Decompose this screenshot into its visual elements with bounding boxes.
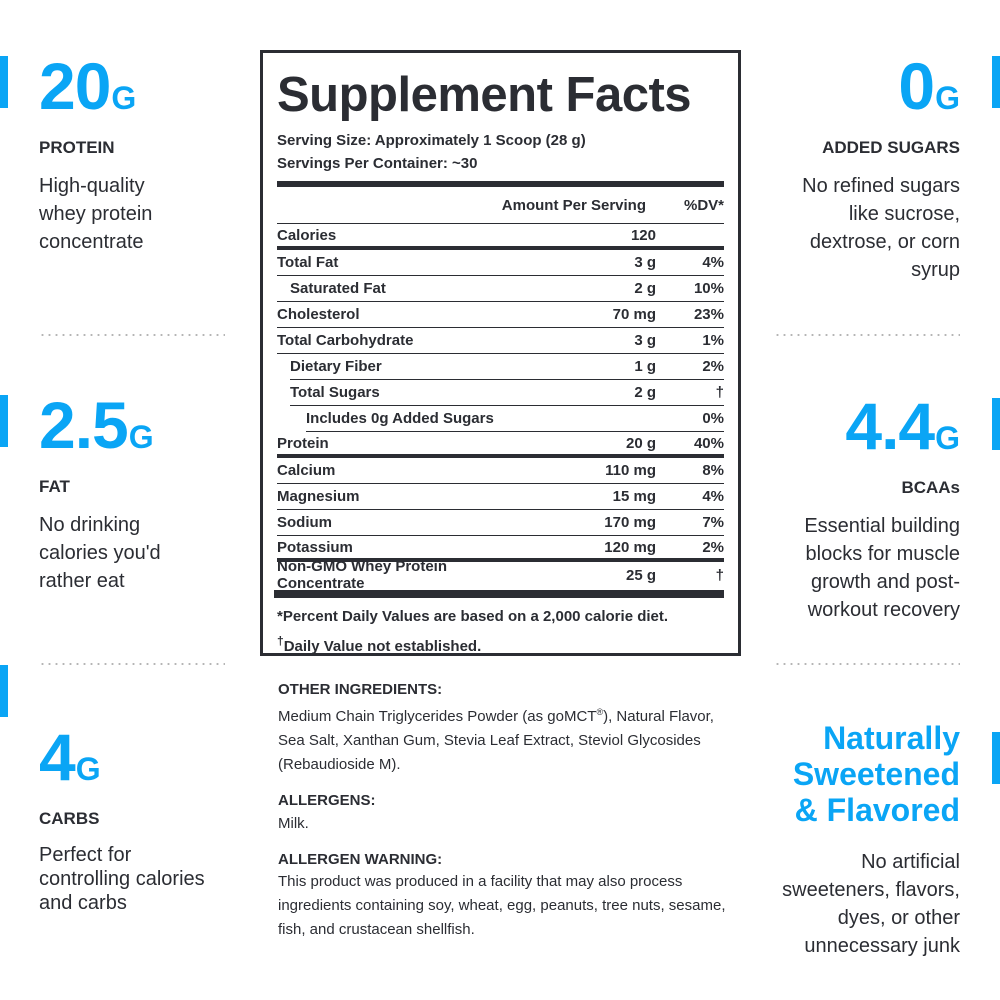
fat-desc: No drinking calories you'd rather eat — [39, 514, 161, 592]
bcaas-value: 4.4G — [845, 389, 960, 463]
other-ingredients: OTHER INGREDIENTS: Medium Chain Triglyce… — [278, 680, 728, 777]
table-row: Cholesterol 70 mg 23% — [277, 302, 724, 328]
dotted-divider — [774, 663, 960, 665]
table-row: Saturated Fat 2 g 10% — [277, 276, 724, 302]
bcaas-label: BCAAs — [901, 478, 960, 497]
feature-bcaas: 4.4G BCAAs Essential building blocks for … — [760, 389, 960, 624]
allergen-warning: ALLERGEN WARNING: This product was produ… — [278, 850, 728, 942]
facts-title: Supplement Facts — [277, 68, 692, 122]
dv-header: %DV* — [683, 196, 724, 214]
table-row: Total Sugars 2 g † — [290, 380, 724, 406]
allergens-text: Milk. — [278, 815, 309, 832]
allergen-warning-title: ALLERGEN WARNING: — [278, 851, 443, 868]
added-sugars-desc: No refined sugars like sucrose, dextrose, … — [802, 175, 960, 281]
table-row: Sodium 170 mg 7% — [277, 510, 724, 536]
facts-footnotes: *Percent Daily Values are based on a 2,0… — [277, 604, 724, 659]
allergen-warning-text: This product was produced in a facility … — [278, 873, 726, 938]
dotted-divider — [774, 334, 960, 336]
added-sugars-label: ADDED SUGARS — [822, 138, 960, 157]
carbs-value: 4G — [39, 720, 101, 794]
table-row: Dietary Fiber 1 g 2% — [290, 354, 724, 380]
protein-label: PROTEIN — [39, 138, 115, 157]
accent-bar-right-3 — [992, 732, 1000, 784]
feature-naturally-sweetened: Naturally Sweetened & Flavored No artifici… — [730, 720, 960, 960]
naturally-sweetened-headline: Naturally Sweetened & Flavored — [792, 720, 960, 828]
accent-bar-left-3 — [0, 665, 8, 717]
fat-label: FAT — [39, 477, 70, 496]
table-row: Calories 120 — [277, 224, 724, 250]
accent-bar-left-1 — [0, 56, 8, 108]
table-row: Protein 20 g 40% — [277, 432, 724, 458]
allergens-title: ALLERGENS: — [278, 792, 376, 809]
feature-carbs: 4G CARBS Perfect for controlling calories… — [39, 720, 249, 915]
table-row: Potassium 120 mg 2% — [277, 536, 724, 562]
facts-header-row: Amount Per Serving %DV* — [277, 187, 724, 224]
accent-bar-right-2 — [992, 398, 1000, 450]
carbs-desc: Perfect for controlling calories and carbs — [39, 844, 205, 914]
table-row: Total Fat 3 g 4% — [277, 250, 724, 276]
feature-fat: 2.5G FAT No drinking calories you'd rather… — [39, 388, 239, 595]
fat-value: 2.5G — [39, 388, 154, 462]
added-sugars-value: 0G — [898, 49, 960, 123]
serving-size: Serving Size: Approximately 1 Scoop (28 … — [277, 132, 586, 149]
bcaas-desc: Essential building blocks for muscle growt… — [804, 515, 960, 621]
feature-protein: 20G PROTEIN High-quality whey protein conc… — [39, 49, 239, 256]
allergens: ALLERGENS: Milk. — [278, 791, 728, 836]
protein-value: 20G — [39, 49, 137, 123]
naturally-sweetened-desc: No artificial sweeteners, flavors, dyes, o… — [782, 851, 960, 957]
accent-bar-right-1 — [992, 56, 1000, 108]
other-ingredients-text: Medium Chain Triglycerides Powder (as go… — [278, 707, 714, 773]
table-row: Magnesium 15 mg 4% — [277, 484, 724, 510]
table-row: Calcium 110 mg 8% — [277, 458, 724, 484]
table-row: Non-GMO Whey Protein Concentrate 25 g † — [277, 558, 724, 592]
thick-rule — [277, 181, 724, 187]
footnote-percent-dv: *Percent Daily Values are based on a 2,0… — [277, 608, 669, 625]
amount-per-serving-header: Amount Per Serving — [501, 196, 646, 214]
dotted-divider — [39, 663, 225, 665]
supplement-facts-panel: Supplement Facts Serving Size: Approxima… — [260, 50, 741, 656]
footnote-dagger: †Daily Value not established. — [277, 634, 482, 655]
thick-rule — [274, 590, 724, 598]
accent-bar-left-2 — [0, 395, 8, 447]
ingredients-section: OTHER INGREDIENTS: Medium Chain Triglyce… — [278, 680, 728, 956]
table-row: Includes 0g Added Sugars 0% — [306, 406, 724, 432]
protein-desc: High-quality whey protein concentrate — [39, 175, 153, 253]
feature-added-sugars: 0G ADDED SUGARS No refined sugars like su… — [760, 49, 960, 284]
dotted-divider — [39, 334, 225, 336]
servings-per-container: Servings Per Container: ~30 — [277, 155, 478, 172]
carbs-label: CARBS — [39, 809, 100, 828]
other-ingredients-title: OTHER INGREDIENTS: — [278, 681, 443, 698]
table-row: Total Carbohydrate 3 g 1% — [277, 328, 724, 354]
